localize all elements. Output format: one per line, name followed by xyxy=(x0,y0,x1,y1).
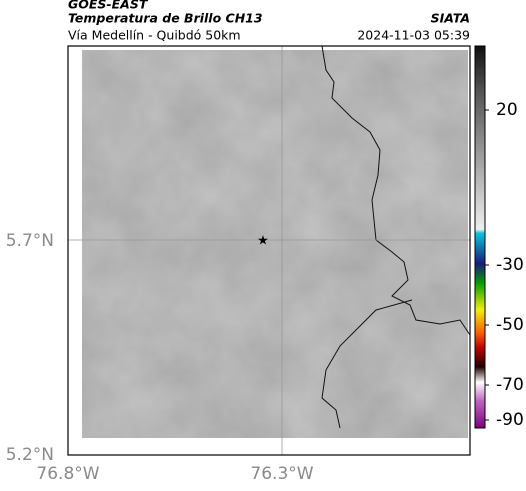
colorbar-label: -70 xyxy=(496,375,524,395)
frame xyxy=(67,45,471,456)
cloud-texture xyxy=(82,50,468,438)
subtitle: Vía Medellín - Quibdó 50km xyxy=(68,28,241,43)
colorbar-label: -90 xyxy=(496,410,524,430)
colorbar-scale xyxy=(474,45,486,429)
map: ★ xyxy=(67,45,471,456)
lat-label: 5.2°N xyxy=(6,445,54,465)
lon-label: 76.3°W xyxy=(250,464,313,484)
lon-label: 76.8°W xyxy=(36,464,99,484)
colorbar-label: 20 xyxy=(496,100,518,120)
lat-label: 5.7°N xyxy=(6,231,54,251)
org: SIATA xyxy=(431,11,470,26)
location-marker: ★ xyxy=(257,234,269,249)
title: Temperatura de Brillo CH13 xyxy=(68,11,263,26)
colorbar-label: -30 xyxy=(496,255,524,275)
colorbar-label: -50 xyxy=(496,315,524,335)
source: GOES-EAST xyxy=(68,0,149,12)
colorbar: 20 -30 -50 -70 -90 xyxy=(474,45,524,430)
timestamp: 2024-11-03 05:39 xyxy=(357,28,470,43)
